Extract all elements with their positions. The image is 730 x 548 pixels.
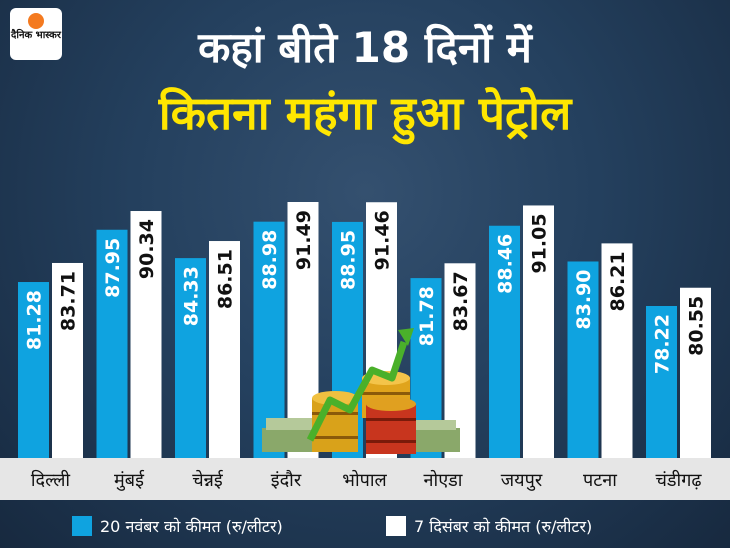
- bar-nov20: [489, 225, 520, 458]
- x-tick-label: इंदौर: [271, 469, 302, 491]
- x-tick-label: जयपुर: [501, 470, 543, 491]
- bar-dec7: [209, 241, 240, 458]
- bar-nov20: [646, 306, 677, 458]
- legend-label-series-2: 7 दिसंबर को कीमत (रु/लीटर): [414, 517, 593, 536]
- bar-value-label: 81.28: [24, 290, 46, 350]
- legend-item-series-2: 7 दिसंबर को कीमत (रु/लीटर): [386, 512, 592, 540]
- title-line-2: कितना महंगा हुआ पेट्रोल: [158, 86, 572, 140]
- bar-value-label: 86.21: [607, 251, 629, 311]
- bar-value-label: 86.51: [215, 249, 237, 309]
- oil-barrels-illustration: [262, 328, 460, 454]
- rising-arrow-icon: [306, 340, 408, 442]
- bar-value-label: 81.78: [416, 286, 438, 346]
- legend-item-series-1: 20 नवंबर को कीमत (रु/लीटर): [72, 512, 283, 540]
- bar-value-label: 88.95: [338, 230, 360, 290]
- brand-logo: दैनिक भास्कर: [10, 8, 62, 60]
- bar-value-label: 78.22: [652, 314, 674, 374]
- bar-nov20: [96, 229, 128, 458]
- bar-nov20: [175, 258, 206, 458]
- x-tick-label: मुंबई: [114, 469, 145, 491]
- bar-value-label: 91.49: [293, 210, 315, 270]
- legend: 20 नवंबर को कीमत (रु/लीटर) 7 दिसंबर को क…: [0, 512, 730, 540]
- bar-dec7: [52, 262, 83, 458]
- x-tick-label: चंडीगढ़: [656, 469, 703, 491]
- bar-nov20: [18, 282, 49, 458]
- bar-value-label: 87.95: [102, 238, 124, 298]
- x-tick-label: नोएडा: [424, 469, 463, 491]
- logo-text: दैनिक भास्कर: [11, 30, 61, 41]
- x-tick-label: दिल्ली: [31, 469, 71, 491]
- arrow-head-icon: [398, 328, 414, 346]
- title-line-1: कहां बीते 18 दिनों में: [198, 23, 532, 72]
- x-tick-label: पटना: [583, 470, 617, 491]
- bar-dec7: [130, 211, 162, 458]
- x-tick-label: चेन्नई: [192, 469, 224, 491]
- bar-value-label: 88.46: [495, 234, 517, 294]
- x-axis-labels: दिल्ली मुंबई चेन्नई इंदौर भोपाल नोएडा जयपुर पटन…: [31, 469, 702, 491]
- bar-chart: 81.28 83.71 87.95 90.34 84.33 86.51 88.98 91.49…: [18, 202, 711, 491]
- x-tick-label: भोपाल: [342, 469, 387, 491]
- bars-group: 81.28 83.71 87.95 90.34 84.33 86.51 88.98 91.49…: [18, 202, 711, 458]
- bar-nov20: [567, 261, 599, 458]
- bar-value-label: 91.46: [372, 210, 394, 270]
- category-label-band: [0, 458, 730, 500]
- sun-icon: [28, 13, 44, 29]
- bar-value-label: 84.33: [181, 266, 203, 326]
- bar-value-label: 91.05: [529, 213, 551, 273]
- cash-stack-icon: [408, 420, 456, 430]
- bar-value-label: 83.71: [58, 271, 80, 331]
- bar-value-label: 88.98: [259, 230, 281, 290]
- bar-dec7: [523, 205, 554, 458]
- bar-value-label: 80.55: [686, 296, 708, 356]
- bar-value-label: 90.34: [136, 219, 158, 279]
- legend-swatch-white: [386, 516, 406, 536]
- legend-label-series-1: 20 नवंबर को कीमत (रु/लीटर): [100, 517, 283, 536]
- bar-dec7: [601, 243, 633, 458]
- bar-value-label: 83.67: [450, 271, 472, 331]
- oil-barrel-icon: [366, 397, 416, 454]
- legend-swatch-blue: [72, 516, 92, 536]
- bar-value-label: 83.90: [573, 269, 595, 329]
- bar-dec7: [680, 287, 711, 458]
